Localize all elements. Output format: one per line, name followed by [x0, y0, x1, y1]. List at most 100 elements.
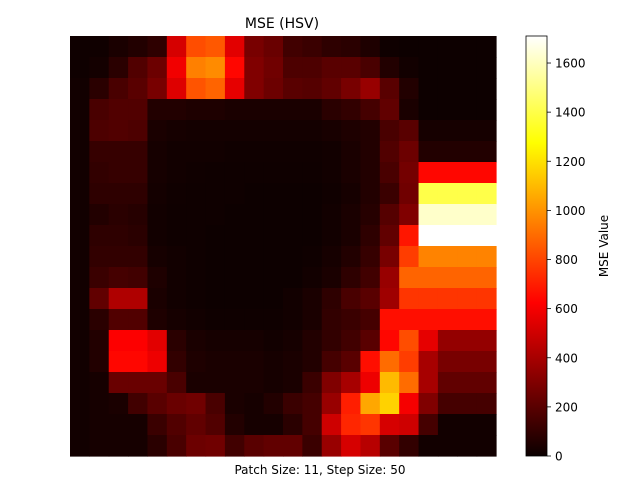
- heatmap-cell: [186, 120, 207, 142]
- heatmap-cell: [244, 141, 265, 163]
- heatmap-cell: [321, 183, 342, 205]
- heatmap-cell: [360, 225, 381, 247]
- heatmap-cell: [89, 57, 110, 79]
- heatmap-cell: [147, 120, 168, 142]
- heatmap-cell: [108, 393, 129, 415]
- heatmap-cell: [70, 372, 90, 394]
- heatmap-cell: [437, 57, 458, 79]
- heatmap-cell: [89, 435, 110, 457]
- heatmap-cell: [379, 141, 400, 163]
- heatmap-cell: [379, 120, 400, 142]
- heatmap-cell: [476, 99, 497, 121]
- heatmap-cell: [302, 351, 323, 373]
- heatmap-cell: [205, 435, 226, 457]
- heatmap-cell: [283, 309, 303, 331]
- heatmap-cell: [476, 183, 497, 205]
- heatmap-cell: [476, 225, 497, 247]
- heatmap-cell: [205, 246, 226, 268]
- heatmap-cell: [128, 288, 149, 310]
- heatmap-cell: [476, 267, 497, 289]
- heatmap-cell: [341, 225, 362, 247]
- heatmap-cell: [399, 393, 420, 415]
- heatmap-cell: [341, 36, 362, 58]
- heatmap-cell: [147, 99, 168, 121]
- colorbar-tick-label: 1400: [555, 106, 586, 120]
- heatmap-cell: [263, 330, 284, 352]
- heatmap-cell: [457, 330, 478, 352]
- heatmap-cell: [263, 183, 284, 205]
- heatmap-cell: [476, 141, 497, 163]
- heatmap-cell: [108, 78, 129, 100]
- heatmap-cell: [283, 99, 303, 121]
- heatmap-cell: [457, 57, 478, 79]
- heatmap-cell: [360, 99, 381, 121]
- heatmap-cell: [379, 288, 400, 310]
- heatmap-cell: [283, 204, 303, 226]
- heatmap-cell: [302, 225, 323, 247]
- heatmap-cell: [147, 183, 168, 205]
- heatmap-cell: [283, 78, 303, 100]
- heatmap-cell: [186, 57, 207, 79]
- heatmap-cell: [128, 78, 149, 100]
- heatmap-cells: [70, 36, 497, 457]
- heatmap-cell: [263, 225, 284, 247]
- heatmap-cell: [205, 162, 226, 184]
- heatmap-cell: [399, 351, 420, 373]
- heatmap-cell: [379, 309, 400, 331]
- heatmap-cell: [302, 162, 323, 184]
- heatmap-cell: [418, 372, 439, 394]
- heatmap-cell: [224, 183, 245, 205]
- heatmap-cell: [360, 435, 381, 457]
- heatmap-cell: [418, 288, 439, 310]
- heatmap-cell: [166, 288, 187, 310]
- heatmap-cell: [379, 36, 400, 58]
- heatmap-cell: [321, 372, 342, 394]
- heatmap-cell: [205, 36, 226, 58]
- heatmap-cell: [70, 267, 90, 289]
- heatmap-cell: [244, 288, 265, 310]
- heatmap-cell: [283, 225, 303, 247]
- heatmap-cell: [244, 36, 265, 58]
- heatmap-cell: [399, 309, 420, 331]
- heatmap-cell: [283, 351, 303, 373]
- heatmap-cell: [418, 162, 439, 184]
- heatmap-cell: [399, 414, 420, 436]
- heatmap-cell: [399, 204, 420, 226]
- heatmap-cell: [70, 393, 90, 415]
- heatmap-cell: [360, 183, 381, 205]
- heatmap-cell: [89, 351, 110, 373]
- heatmap-cell: [457, 393, 478, 415]
- heatmap-cell: [205, 267, 226, 289]
- heatmap-cell: [341, 267, 362, 289]
- heatmap-cell: [224, 372, 245, 394]
- heatmap-cell: [186, 141, 207, 163]
- heatmap-cell: [166, 393, 187, 415]
- heatmap-cell: [321, 309, 342, 331]
- heatmap-cell: [341, 372, 362, 394]
- heatmap-cell: [379, 78, 400, 100]
- heatmap-cell: [108, 309, 129, 331]
- colorbar-tick-label: 600: [555, 302, 578, 316]
- heatmap-cell: [476, 162, 497, 184]
- heatmap-cell: [186, 36, 207, 58]
- heatmap-cell: [321, 57, 342, 79]
- heatmap-cell: [128, 267, 149, 289]
- heatmap-cell: [89, 141, 110, 163]
- heatmap-cell: [147, 309, 168, 331]
- heatmap-cell: [399, 141, 420, 163]
- heatmap-cell: [360, 267, 381, 289]
- heatmap-cell: [224, 36, 245, 58]
- heatmap-cell: [263, 57, 284, 79]
- heatmap-cell: [224, 351, 245, 373]
- heatmap-cell: [166, 309, 187, 331]
- heatmap-cell: [224, 246, 245, 268]
- heatmap-cell: [341, 162, 362, 184]
- heatmap-cell: [457, 414, 478, 436]
- heatmap-cell: [166, 246, 187, 268]
- heatmap-cell: [418, 267, 439, 289]
- heatmap-cell: [70, 204, 90, 226]
- heatmap-cell: [437, 372, 458, 394]
- heatmap-cell: [341, 414, 362, 436]
- heatmap-cell: [302, 36, 323, 58]
- heatmap-cell: [283, 393, 303, 415]
